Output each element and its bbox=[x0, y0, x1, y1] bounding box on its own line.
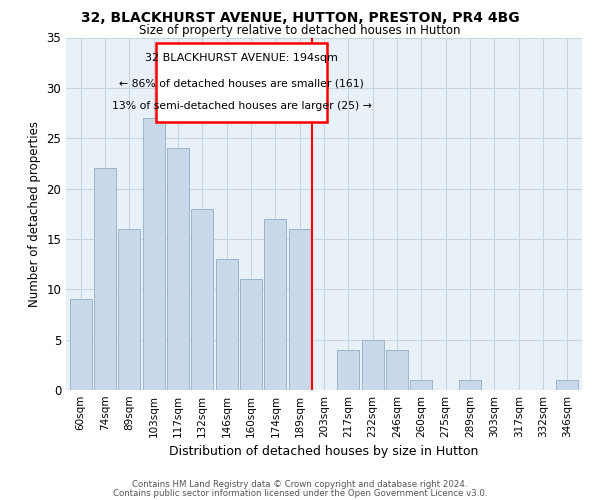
Text: Size of property relative to detached houses in Hutton: Size of property relative to detached ho… bbox=[139, 24, 461, 37]
Bar bbox=[215, 259, 238, 390]
Bar bbox=[362, 340, 383, 390]
Text: 32 BLACKHURST AVENUE: 194sqm: 32 BLACKHURST AVENUE: 194sqm bbox=[145, 54, 338, 64]
FancyBboxPatch shape bbox=[156, 43, 326, 122]
Bar bbox=[94, 168, 116, 390]
Text: Contains public sector information licensed under the Open Government Licence v3: Contains public sector information licen… bbox=[113, 488, 487, 498]
Bar bbox=[240, 279, 262, 390]
Bar bbox=[386, 350, 408, 390]
Text: ← 86% of detached houses are smaller (161): ← 86% of detached houses are smaller (16… bbox=[119, 78, 364, 88]
Bar bbox=[556, 380, 578, 390]
Text: 13% of semi-detached houses are larger (25) →: 13% of semi-detached houses are larger (… bbox=[112, 101, 371, 111]
Bar bbox=[337, 350, 359, 390]
Bar bbox=[143, 118, 164, 390]
Bar bbox=[289, 229, 311, 390]
Bar bbox=[459, 380, 481, 390]
Bar bbox=[118, 229, 140, 390]
Bar bbox=[70, 300, 92, 390]
Text: Contains HM Land Registry data © Crown copyright and database right 2024.: Contains HM Land Registry data © Crown c… bbox=[132, 480, 468, 489]
Bar bbox=[410, 380, 433, 390]
Y-axis label: Number of detached properties: Number of detached properties bbox=[28, 120, 41, 306]
Text: 32, BLACKHURST AVENUE, HUTTON, PRESTON, PR4 4BG: 32, BLACKHURST AVENUE, HUTTON, PRESTON, … bbox=[80, 11, 520, 25]
Bar bbox=[265, 219, 286, 390]
Bar bbox=[167, 148, 189, 390]
Bar bbox=[191, 208, 213, 390]
X-axis label: Distribution of detached houses by size in Hutton: Distribution of detached houses by size … bbox=[169, 446, 479, 458]
